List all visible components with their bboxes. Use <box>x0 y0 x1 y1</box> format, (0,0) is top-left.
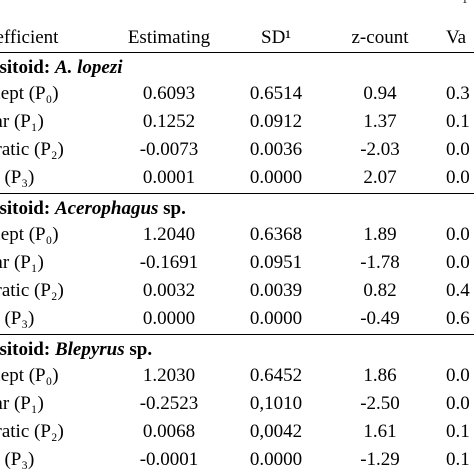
row-zcount: 1.86 <box>363 365 397 386</box>
row-value: 0.4 <box>446 280 470 301</box>
section-rule <box>0 193 474 194</box>
row-value: 0.0 <box>446 365 470 386</box>
row-value: 0.1 <box>446 449 470 470</box>
row-zcount: -2.50 <box>360 393 400 414</box>
row-coefficient: ear (P₁) <box>0 393 44 414</box>
header-rule <box>0 52 474 53</box>
row-value: 0.0 <box>446 393 470 414</box>
row-zcount: 2.07 <box>363 167 397 188</box>
row-value: 0.1 <box>446 111 470 132</box>
header-value: Va <box>446 27 467 48</box>
row-sd: 0,1010 <box>249 393 303 414</box>
header-sd: SD¹ <box>261 27 291 48</box>
row-coefficient: ic (P₃) <box>0 308 35 329</box>
row-zcount: -0.49 <box>360 308 400 329</box>
row-zcount: 0.82 <box>363 280 397 301</box>
row-coefficient: ear (P₁) <box>0 111 44 132</box>
row-coefficient: rcept (P₀) <box>0 83 59 104</box>
row-value: 0.3 <box>446 83 470 104</box>
row-estimate: 1.2030 <box>142 365 196 386</box>
row-estimate: 0.0032 <box>142 280 196 301</box>
row-value: 0.0 <box>446 252 470 273</box>
row-zcount: 1.61 <box>363 421 397 442</box>
row-estimate: 0.0068 <box>142 421 196 442</box>
row-estimate: 0.0001 <box>142 167 196 188</box>
row-estimate: 0.1252 <box>142 111 196 132</box>
row-estimate: 0.6093 <box>142 83 196 104</box>
row-sd: 0.0000 <box>249 308 303 329</box>
row-estimate: -0.0001 <box>139 449 199 470</box>
row-coefficient: rcept (P₀) <box>0 365 59 386</box>
row-sd: 0.0000 <box>249 167 303 188</box>
row-sd: 0.0912 <box>249 111 303 132</box>
section-rule <box>0 334 474 335</box>
row-zcount: -1.29 <box>360 449 400 470</box>
row-value: 0.1 <box>446 421 470 442</box>
row-sd: 0.6514 <box>249 83 303 104</box>
row-sd: 0.0036 <box>249 139 303 160</box>
row-sd: 0.0039 <box>249 280 303 301</box>
row-zcount: -2.03 <box>360 139 400 160</box>
row-estimate: -0.1691 <box>139 252 199 273</box>
header-estimating: Estimating <box>127 27 211 48</box>
row-coefficient: rcept (P₀) <box>0 224 59 245</box>
row-coefficient: ic (P₃) <box>0 167 35 188</box>
row-value: 0.0 <box>446 139 470 160</box>
row-sd: 0.0951 <box>249 252 303 273</box>
header-zcount: z-count <box>351 27 409 48</box>
row-estimate: -0.2523 <box>139 393 199 414</box>
row-zcount: -1.78 <box>360 252 400 273</box>
row-value: 0.0 <box>446 224 470 245</box>
row-estimate: -0.0073 <box>139 139 199 160</box>
row-zcount: 1.89 <box>363 224 397 245</box>
row-sd: 0.0000 <box>249 449 303 470</box>
header-coefficient: oefficient <box>0 27 59 48</box>
row-value: 0.6 <box>446 308 470 329</box>
row-coefficient: dratic (P₂) <box>0 421 64 442</box>
row-coefficient: ic (P₃) <box>0 449 35 470</box>
row-estimate: 1.2040 <box>142 224 196 245</box>
row-estimate: 0.0000 <box>142 308 196 329</box>
row-zcount: 1.37 <box>363 111 397 132</box>
row-sd: 0,0042 <box>249 421 303 442</box>
row-sd: 0.6368 <box>249 224 303 245</box>
row-coefficient: dratic (P₂) <box>0 139 64 160</box>
row-sd: 0.6452 <box>249 365 303 386</box>
corner-mark: 1 <box>462 0 468 6</box>
row-zcount: 0.94 <box>363 83 397 104</box>
row-coefficient: dratic (P₂) <box>0 280 64 301</box>
row-coefficient: ear (P₁) <box>0 252 44 273</box>
row-value: 0.0 <box>446 167 470 188</box>
